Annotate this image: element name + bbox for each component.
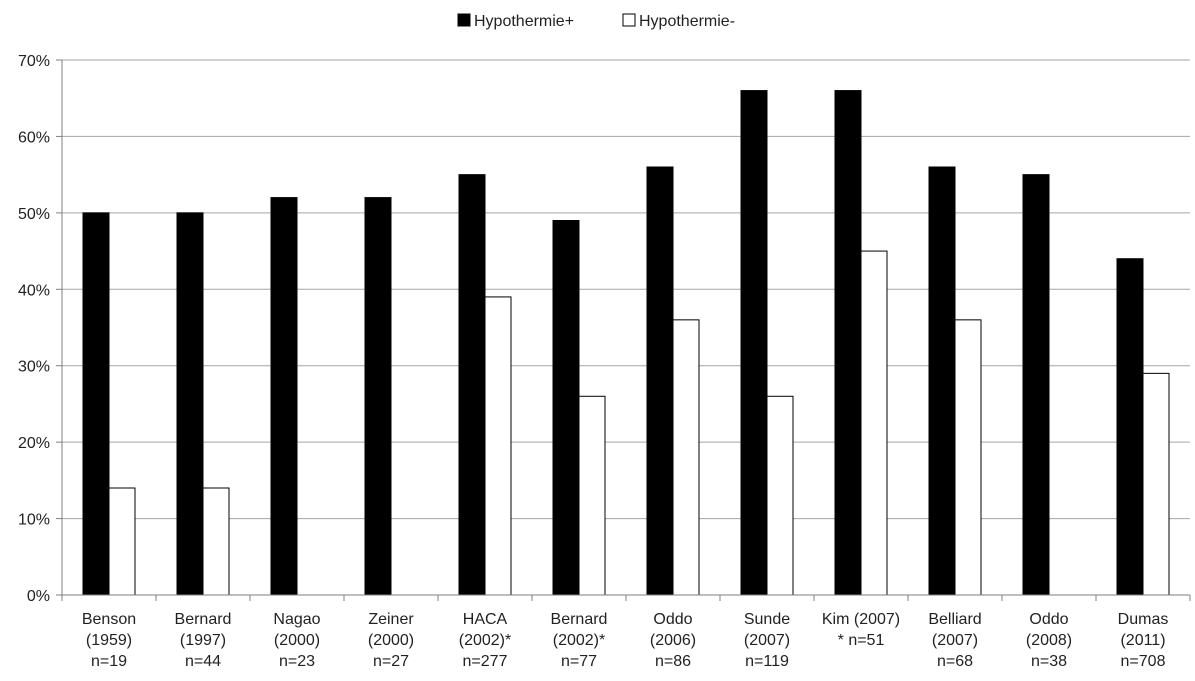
bar-hypothermie-plus: [1022, 174, 1050, 596]
legend: Hypothermie+ Hypothermie-: [457, 13, 735, 30]
bar-hypothermie-plus: [270, 197, 298, 596]
x-axis-category-labels: Benson (1959) n=19 Bernard (1997) n=44 Nagao (2…: [82, 611, 1168, 670]
y-tick-label: 20%: [18, 435, 50, 452]
legend-swatch-hypothermie-plus: [457, 13, 471, 27]
bar-hypothermie-plus: [740, 90, 768, 596]
x-category-label: Nagao (2000) n=23: [273, 611, 320, 670]
bar-hypothermie-plus: [1116, 258, 1144, 596]
bar-hypothermie-plus: [834, 90, 862, 596]
x-category-label: Oddo (2008) n=38: [1026, 611, 1072, 670]
bar-hypothermie-plus: [646, 166, 674, 596]
bar-hypothermie-minus: [1142, 372, 1170, 596]
bar-hypothermie-minus: [860, 250, 888, 596]
bar-hypothermie-minus: [202, 487, 230, 596]
bar-hypothermie-minus: [484, 296, 512, 596]
bar-hypothermie-plus: [364, 197, 392, 596]
legend-label-hypothermie-minus: Hypothermie-: [639, 13, 735, 30]
x-category-label: HACA (2002)* n=277: [459, 611, 511, 670]
bar-hypothermie-plus: [458, 174, 486, 596]
bar-hypothermie-minus: [766, 395, 794, 596]
x-category-label: Sunde (2007) n=119: [744, 611, 790, 670]
y-axis-tick-labels: 0% 10% 20% 30% 40% 50% 60% 70%: [18, 53, 50, 605]
y-tick-label: 70%: [18, 53, 50, 70]
gridlines: [56, 59, 1190, 596]
bar-hypothermie-plus: [176, 212, 204, 596]
x-category-label: Dumas (2011) n=708: [1118, 611, 1169, 670]
x-category-label: Belliard (2007) n=68: [928, 611, 981, 670]
y-tick-label: 40%: [18, 282, 50, 299]
legend-label-hypothermie-plus: Hypothermie+: [474, 13, 574, 30]
x-category-label: Oddo (2006) n=86: [650, 611, 696, 670]
x-category-label: Kim (2007) * n=51: [822, 611, 900, 649]
bar-hypothermie-minus: [672, 319, 700, 596]
x-category-label: Benson (1959) n=19: [82, 611, 136, 670]
legend-swatch-hypothermie-minus: [622, 13, 636, 27]
bar-hypothermie-plus: [82, 212, 110, 596]
axes: [61, 60, 1191, 601]
y-tick-label: 30%: [18, 359, 50, 376]
bar-hypothermie-minus: [954, 319, 982, 596]
bar-hypothermie-minus: [578, 395, 606, 596]
x-category-label: Bernard (2002)* n=77: [551, 611, 608, 670]
x-category-label: Bernard (1997) n=44: [175, 611, 232, 670]
y-tick-label: 60%: [18, 129, 50, 146]
bars: [82, 90, 1170, 596]
bar-hypothermie-plus: [552, 220, 580, 596]
bar-hypothermie-plus: [928, 166, 956, 596]
y-tick-label: 10%: [18, 512, 50, 529]
y-tick-label: 0%: [27, 588, 50, 605]
bar-hypothermie-minus: [108, 487, 136, 596]
x-category-label: Zeiner (2000) n=27: [368, 611, 414, 670]
y-tick-label: 50%: [18, 206, 50, 223]
